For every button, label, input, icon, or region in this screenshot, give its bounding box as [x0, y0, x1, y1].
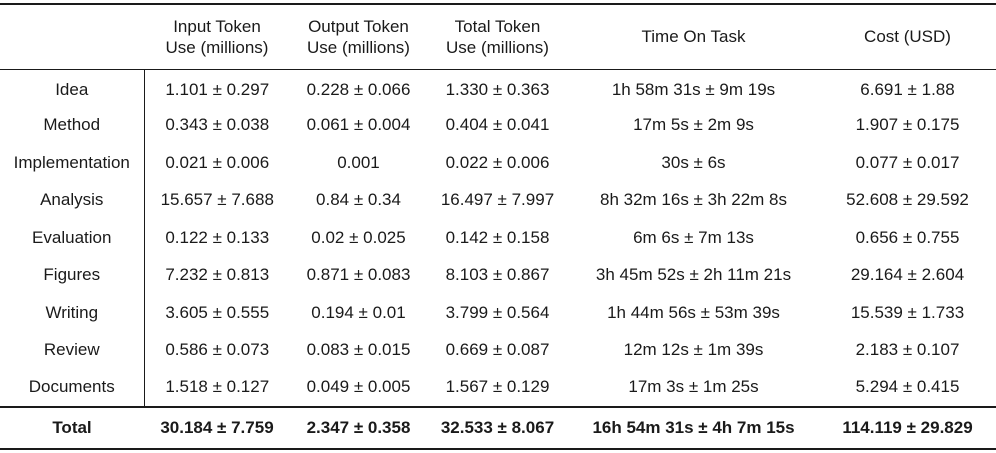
header-row: Input Token Use (millions) Output Token Us…: [0, 3, 996, 70]
input-token-cell: 0.586 ± 0.073: [165, 340, 270, 360]
row-label: Figures: [0, 256, 145, 294]
table-body: Idea 1.101 ± 0.297 0.228 ± 0.066 1.330 ±…: [0, 69, 996, 407]
input-token-cell: 7.232 ± 0.813: [165, 265, 270, 285]
row-label: Evaluation: [0, 219, 145, 257]
table-row: Idea 1.101 ± 0.297 0.228 ± 0.066 1.330 ±…: [0, 69, 996, 107]
output-token-cell: 0.871 ± 0.083: [306, 265, 411, 285]
header-cell-output-token: Output Token Use (millions): [290, 3, 427, 70]
table-row: Analysis 15.657 ± 7.688 0.84 ± 0.34 16.4…: [0, 181, 996, 219]
row-label: Writing: [0, 294, 145, 332]
table-footer: Total 30.184 ± 7.759 2.347 ± 0.358 32.53…: [0, 405, 996, 450]
total-label: Total: [0, 405, 144, 450]
time-on-task-cell: 17m 5s ± 2m 9s: [633, 115, 754, 135]
output-token-cell: 0.061 ± 0.004: [306, 115, 411, 135]
total-token-cell: 3.799 ± 0.564: [445, 302, 550, 322]
cost-cell: 1.907 ± 0.175: [855, 115, 960, 135]
header-cell-time-on-task: Time On Task: [568, 3, 819, 70]
row-label: Documents: [0, 369, 145, 407]
cost-cell: 2.183 ± 0.107: [855, 340, 960, 360]
total-token-cell: 8.103 ± 0.867: [445, 265, 550, 285]
cost-cell: 5.294 ± 0.415: [855, 377, 960, 397]
header-cell-total-token: Total Token Use (millions): [427, 3, 568, 70]
cost-cell: 0.077 ± 0.017: [855, 152, 960, 172]
row-label: Idea: [0, 69, 145, 107]
time-on-task-cell: 17m 3s ± 1m 25s: [628, 377, 759, 397]
time-on-task-cell: 3h 45m 52s ± 2h 11m 21s: [595, 265, 792, 285]
input-token-cell: 0.021 ± 0.006: [165, 152, 270, 172]
output-token-cell: 0.001: [337, 152, 380, 172]
cost-cell: 6.691 ± 1.88: [860, 80, 955, 99]
header-cell-input-token: Input Token Use (millions): [144, 3, 290, 70]
total-total-token: 32.533 ± 8.067: [427, 405, 568, 450]
header-cell-stage: [0, 3, 144, 70]
total-token-cell: 0.404 ± 0.041: [445, 115, 550, 135]
total-token-cell: 16.497 ± 7.997: [440, 190, 555, 210]
row-label: Analysis: [0, 181, 145, 219]
total-token-cell: 0.022 ± 0.006: [445, 152, 550, 172]
row-label: Implementation: [0, 144, 145, 182]
input-token-cell: 1.518 ± 0.127: [165, 377, 270, 397]
table-row: Figures 7.232 ± 0.813 0.871 ± 0.083 8.10…: [0, 256, 996, 294]
total-cost: 114.119 ± 29.829: [819, 405, 996, 450]
table-row: Documents 1.518 ± 0.127 0.049 ± 0.005 1.…: [0, 369, 996, 407]
table-header: Input Token Use (millions) Output Token Us…: [0, 3, 996, 70]
header-cell-cost: Cost (USD): [819, 3, 996, 70]
cost-cell: 0.656 ± 0.755: [855, 227, 960, 247]
total-input-token: 30.184 ± 7.759: [144, 405, 290, 450]
output-token-cell: 0.049 ± 0.005: [306, 377, 411, 397]
table-row: Review 0.586 ± 0.073 0.083 ± 0.015 0.669…: [0, 331, 996, 369]
total-time-on-task: 16h 54m 31s ± 4h 7m 15s: [568, 405, 819, 450]
total-output-token: 2.347 ± 0.358: [290, 405, 427, 450]
output-token-cell: 0.84 ± 0.34: [316, 190, 401, 210]
row-label: Method: [0, 106, 145, 144]
output-token-cell: 0.194 ± 0.01: [311, 302, 406, 322]
input-token-cell: 3.605 ± 0.555: [165, 302, 270, 322]
cost-cell: 29.164 ± 2.604: [850, 265, 965, 285]
output-token-cell: 0.02 ± 0.025: [311, 227, 406, 247]
table-row: Method 0.343 ± 0.038 0.061 ± 0.004 0.404…: [0, 106, 996, 144]
time-on-task-cell: 12m 12s ± 1m 39s: [623, 340, 764, 360]
input-token-cell: 0.122 ± 0.133: [165, 227, 270, 247]
total-row: Total 30.184 ± 7.759 2.347 ± 0.358 32.53…: [0, 405, 996, 450]
cost-cell: 15.539 ± 1.733: [850, 302, 965, 322]
output-token-cell: 0.228 ± 0.066: [306, 80, 411, 99]
input-token-cell: 15.657 ± 7.688: [160, 190, 274, 210]
time-on-task-cell: 30s ± 6s: [661, 152, 726, 172]
time-on-task-cell: 1h 44m 56s ± 53m 39s: [607, 302, 780, 322]
table-row: Writing 3.605 ± 0.555 0.194 ± 0.01 3.799…: [0, 294, 996, 332]
token-usage-table: Input Token Use (millions) Output Token Us…: [0, 3, 996, 450]
row-label: Review: [0, 331, 145, 369]
total-token-cell: 0.669 ± 0.087: [445, 340, 550, 360]
time-on-task-cell: 6m 6s ± 7m 13s: [633, 227, 754, 247]
input-token-cell: 0.343 ± 0.038: [165, 115, 270, 135]
table-row: Implementation 0.021 ± 0.006 0.001 0.022…: [0, 144, 996, 182]
total-token-cell: 0.142 ± 0.158: [445, 227, 550, 247]
total-token-cell: 1.567 ± 0.129: [445, 377, 550, 397]
time-on-task-cell: 1h 58m 31s ± 9m 19s: [611, 80, 776, 99]
table-row: Evaluation 0.122 ± 0.133 0.02 ± 0.025 0.…: [0, 219, 996, 257]
total-token-cell: 1.330 ± 0.363: [445, 80, 550, 99]
input-token-cell: 1.101 ± 0.297: [165, 80, 270, 99]
cost-cell: 52.608 ± 29.592: [846, 190, 969, 210]
output-token-cell: 0.083 ± 0.015: [306, 340, 411, 360]
time-on-task-cell: 8h 32m 16s ± 3h 22m 8s: [600, 190, 787, 210]
